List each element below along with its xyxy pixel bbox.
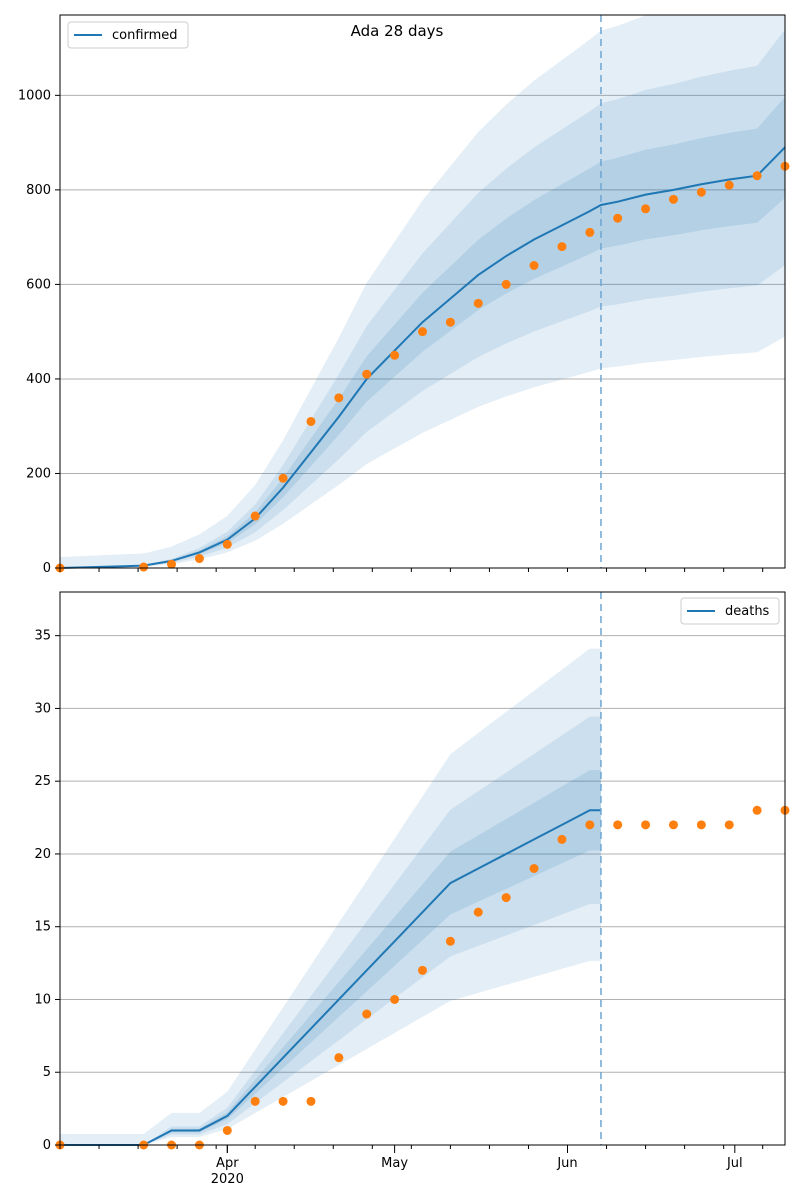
- observed-point: [418, 965, 427, 975]
- observed-point: [334, 393, 344, 403]
- observed-point: [390, 350, 400, 360]
- y-tick-label: 30: [34, 701, 51, 716]
- observed-point: [194, 554, 204, 564]
- observed-point: [167, 559, 177, 569]
- y-tick-label: 35: [34, 629, 51, 644]
- y-tick-label: 0: [43, 561, 51, 576]
- observed-point: [362, 1009, 372, 1019]
- observed-point: [501, 279, 511, 289]
- observed-point: [334, 1053, 344, 1063]
- observed-point: [306, 416, 316, 426]
- observed-point: [250, 511, 260, 521]
- x-tick-label: Jul: [726, 1156, 743, 1171]
- y-tick-label: 10: [34, 992, 51, 1007]
- legend-confirmed-label: confirmed: [112, 28, 178, 43]
- observed-point: [641, 820, 651, 830]
- confirmed-chart: 0 200 400 600 800 1000 Ada 28 days confirmed: [18, 14, 790, 576]
- observed-point: [557, 834, 567, 844]
- observed-point: [222, 1125, 232, 1135]
- observed-point: [668, 820, 678, 830]
- deaths-bands: [60, 648, 601, 1145]
- observed-point: [613, 213, 623, 223]
- y-tick-label: 200: [26, 466, 51, 481]
- observed-point: [641, 204, 651, 214]
- y-tick-label: 400: [26, 372, 51, 387]
- confirmed-grid: [60, 94, 785, 474]
- confirmed-x-ticks: [59, 568, 764, 572]
- observed-point: [445, 936, 455, 946]
- uncertainty-band: [60, 29, 785, 568]
- y-tick-label: 25: [34, 774, 51, 789]
- observed-point: [724, 820, 734, 830]
- uncertainty-band: [60, 770, 601, 1145]
- y-tick-label: 800: [26, 183, 51, 198]
- deaths-median-line: [60, 809, 601, 1146]
- observed-point: [613, 820, 623, 830]
- confirmed-observed-points: [55, 161, 790, 573]
- observed-point: [139, 562, 149, 572]
- observed-point: [752, 805, 762, 815]
- observed-point: [250, 1096, 260, 1106]
- observed-point: [529, 261, 539, 271]
- x-tick-label: May: [381, 1156, 408, 1171]
- observed-point: [473, 298, 483, 308]
- observed-point: [668, 194, 678, 204]
- legend-deaths[interactable]: deaths: [680, 597, 780, 625]
- observed-point: [473, 907, 483, 917]
- y-tick-label: 15: [34, 920, 51, 935]
- observed-point: [278, 1096, 288, 1106]
- observed-point: [752, 171, 762, 181]
- observed-point: [362, 369, 372, 379]
- legend-deaths-label: deaths: [725, 604, 770, 619]
- observed-point: [278, 473, 288, 483]
- observed-point: [585, 820, 595, 830]
- observed-point: [418, 327, 427, 337]
- confirmed-y-ticks: 0 200 400 600 800 1000: [18, 88, 60, 576]
- observed-point: [306, 1096, 316, 1106]
- observed-point: [724, 180, 734, 190]
- observed-point: [445, 317, 455, 327]
- x-tick-label: Jun: [556, 1156, 577, 1171]
- y-tick-label: 600: [26, 277, 51, 292]
- uncertainty-band: [60, 716, 601, 1145]
- observed-point: [529, 864, 539, 873]
- deaths-grid: [60, 635, 785, 1073]
- x-tick-label: Apr: [216, 1156, 239, 1171]
- deaths-y-ticks: 0 5 10 15 20 25 30 35: [34, 629, 60, 1153]
- chart-title: Ada 28 days: [351, 22, 444, 40]
- y-tick-label: 1000: [18, 88, 51, 103]
- x-tick-label: 2020: [211, 1172, 244, 1187]
- observed-point: [501, 893, 511, 903]
- y-tick-label: 20: [34, 847, 51, 862]
- observed-point: [585, 227, 595, 237]
- observed-point: [696, 187, 706, 197]
- legend-confirmed[interactable]: confirmed: [67, 21, 189, 49]
- observed-point: [696, 820, 706, 830]
- deaths-axes-frame: [59, 591, 786, 1146]
- y-tick-label: 0: [43, 1138, 51, 1153]
- observed-point: [222, 539, 232, 549]
- uncertainty-band: [60, 648, 601, 1145]
- observed-point: [557, 242, 567, 252]
- confirmed-median-line: [59, 146, 786, 569]
- confirmed-axes-frame: [59, 14, 786, 569]
- uncertainty-band: [60, 15, 785, 568]
- y-tick-label: 5: [43, 1065, 51, 1080]
- confirmed-bands: [60, 15, 785, 568]
- observed-point: [390, 994, 400, 1004]
